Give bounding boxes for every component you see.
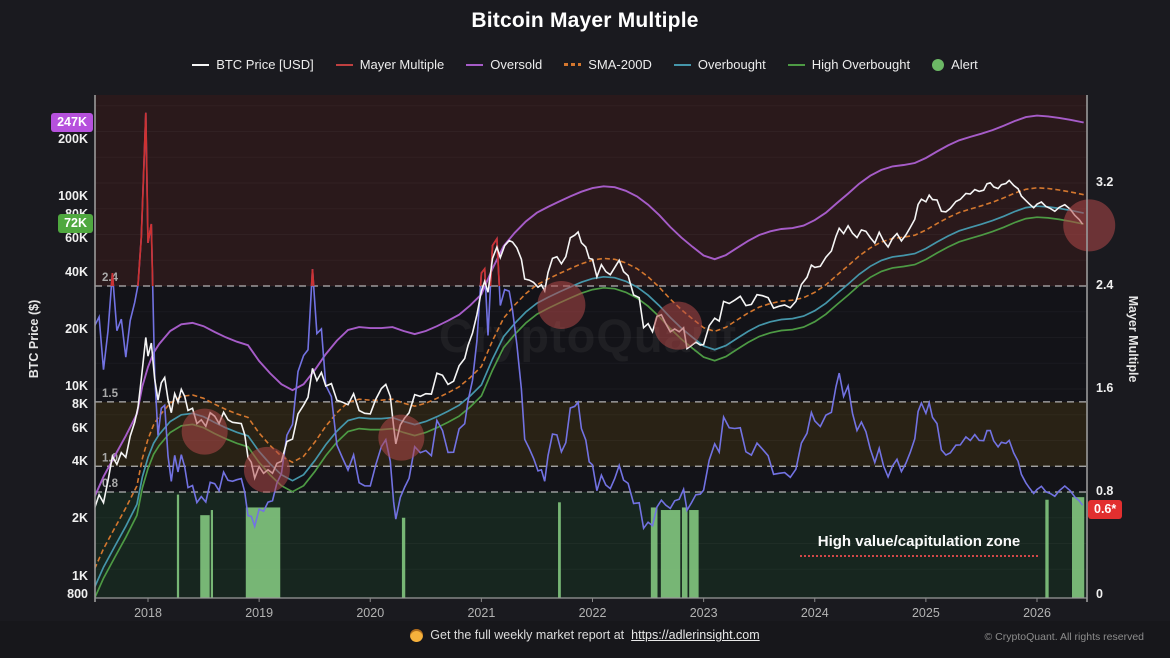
alert-bar — [650, 507, 658, 598]
legend-item-sma-200d[interactable]: SMA-200D — [564, 57, 652, 72]
left-axis-tick-40K: 40K — [65, 264, 88, 279]
alert-bar — [681, 507, 688, 598]
legend-marker-high-overbought — [787, 63, 805, 66]
left-axis-tick-200K: 200K — [58, 132, 88, 146]
alert-bar — [558, 502, 561, 598]
x-axis-tick-2023: 2023 — [689, 606, 718, 620]
x-axis-tick-2026: 2026 — [1023, 606, 1051, 620]
capitulation-zone-label: High value/capitulation zone — [800, 533, 1038, 557]
alert-bar — [245, 507, 281, 598]
footer-report-text: Get the full weekly market report at — [430, 628, 625, 642]
alert-bar — [1072, 497, 1085, 598]
right-axis-tick-1.6: 1.6 — [1096, 381, 1114, 395]
alert-bar — [176, 494, 180, 598]
left-axis-tick-2K: 2K — [72, 511, 88, 526]
footer-report-link[interactable]: https://adlerinsight.com — [631, 628, 760, 642]
left-axis-tick-6K: 6K — [72, 420, 88, 435]
legend-marker-alert — [932, 58, 945, 71]
left-axis-tick-100K: 100K — [58, 189, 88, 204]
left-axis-tick-1K: 1K — [72, 568, 88, 583]
event-marker-circle — [378, 414, 425, 461]
btc-price-line — [95, 179, 1084, 509]
alert-bar — [1045, 499, 1049, 598]
legend-item-btc-price-usd[interactable]: BTC Price [USD] — [192, 57, 314, 72]
event-marker-circle — [243, 446, 290, 493]
legend-label-oversold: Oversold — [490, 57, 543, 72]
legend-marker-mayer-multiple — [335, 63, 353, 66]
legend-label-mayer-multiple: Mayer Multiple — [359, 57, 445, 72]
legend-label-overbought: Overbought — [697, 57, 766, 72]
event-marker-circle — [537, 280, 586, 329]
alert-bar — [401, 517, 406, 598]
alert-bar — [660, 510, 681, 598]
right-axis-title: Mayer Multiple — [1126, 295, 1140, 383]
event-marker-circle — [654, 301, 703, 350]
legend-marker-oversold — [466, 63, 484, 66]
svg-text:2.4: 2.4 — [102, 272, 119, 284]
event-marker-circle — [181, 408, 228, 455]
overbought-line — [95, 205, 1084, 588]
x-axis-tick-2021: 2021 — [467, 606, 496, 620]
coin-icon — [410, 628, 424, 642]
current-price-badge: 72K — [58, 214, 93, 234]
left-axis-tick-60K: 60K — [65, 231, 88, 246]
left-axis-tick-20K: 20K — [65, 321, 88, 336]
oversold-price-badge: 247K — [51, 112, 93, 132]
left-axis-tick-10K: 10K — [65, 378, 88, 393]
oversold-line — [95, 114, 1084, 497]
legend-item-mayer-multiple[interactable]: Mayer Multiple — [335, 57, 445, 72]
x-axis-tick-2025: 2025 — [911, 606, 940, 620]
right-axis-tick-0.8: 0.8 — [1096, 484, 1114, 498]
left-axis-tick-4K: 4K — [72, 454, 88, 469]
x-axis-tick-2024: 2024 — [800, 606, 829, 620]
legend-marker-sma-200d — [564, 63, 582, 66]
right-axis-tick-0: 0 — [1096, 587, 1103, 601]
right-axis-tick-2.4: 2.4 — [1096, 278, 1114, 292]
svg-text:1.5: 1.5 — [102, 388, 119, 400]
chart-legend: BTC Price [USD] Mayer Multiple Oversold SMA… — [0, 57, 1170, 72]
alert-bar — [200, 515, 210, 598]
left-axis-tick-800: 800 — [67, 586, 88, 601]
page-title: Bitcoin Mayer Multiple — [471, 9, 699, 32]
footer-report: Get the full weekly market report at htt… — [0, 628, 1170, 642]
left-axis-tick-8K: 8K — [72, 397, 88, 412]
legend-marker-overbought — [673, 63, 691, 66]
footer-strip — [0, 621, 1170, 658]
x-axis-tick-2020: 2020 — [356, 606, 385, 620]
svg-text:0.8: 0.8 — [102, 478, 119, 490]
legend-label-alert: Alert — [951, 57, 978, 72]
x-axis-tick-2019: 2019 — [245, 606, 274, 620]
right-axis-tick-3.2: 3.2 — [1096, 175, 1114, 189]
svg-text:1.0: 1.0 — [102, 452, 118, 464]
current-mayer-badge: 0.6* — [1088, 500, 1123, 520]
alert-bar — [210, 510, 214, 598]
legend-item-overbought[interactable]: Overbought — [673, 57, 766, 72]
legend-item-high-overbought[interactable]: High Overbought — [787, 57, 911, 72]
legend-label-high-overbought: High Overbought — [811, 57, 911, 72]
legend-marker-btc-price-usd — [192, 63, 210, 66]
event-marker-circle — [1063, 199, 1116, 252]
x-axis-tick-2018: 2018 — [134, 606, 162, 620]
legend-item-oversold[interactable]: Oversold — [466, 57, 542, 72]
legend-label-sma-200d: SMA-200D — [588, 57, 652, 72]
legend-label-btc-price-usd: BTC Price [USD] — [216, 57, 314, 72]
copyright-text: © CryptoQuant. All rights reserved — [984, 631, 1144, 643]
sma-200d-line — [95, 186, 1084, 570]
x-axis-tick-2022: 2022 — [578, 606, 607, 620]
mayer-multiple-line — [95, 112, 1084, 531]
alert-bar — [689, 510, 699, 598]
legend-item-alert[interactable]: Alert — [932, 57, 978, 72]
